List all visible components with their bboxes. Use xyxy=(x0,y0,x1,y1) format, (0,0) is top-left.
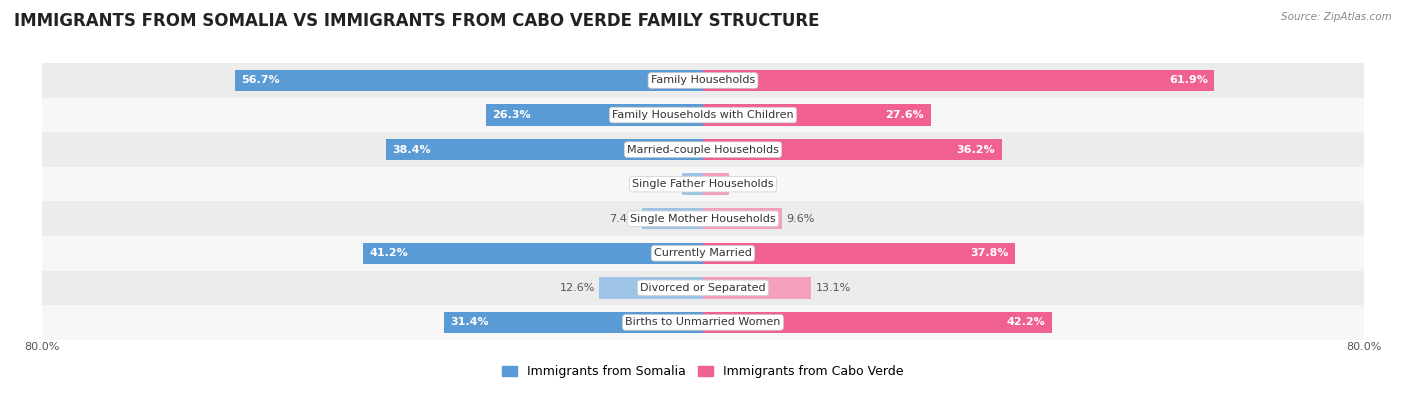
Bar xyxy=(363,243,703,264)
Bar xyxy=(485,104,703,126)
Bar xyxy=(42,236,1364,271)
Text: Source: ZipAtlas.com: Source: ZipAtlas.com xyxy=(1281,12,1392,22)
Text: 61.9%: 61.9% xyxy=(1168,75,1208,85)
Bar xyxy=(682,173,703,195)
Bar xyxy=(703,70,1215,91)
Bar xyxy=(42,271,1364,305)
Text: 9.6%: 9.6% xyxy=(786,214,815,224)
Text: Births to Unmarried Women: Births to Unmarried Women xyxy=(626,318,780,327)
Text: Family Households with Children: Family Households with Children xyxy=(612,110,794,120)
Text: 38.4%: 38.4% xyxy=(392,145,432,154)
Text: 37.8%: 37.8% xyxy=(970,248,1008,258)
Text: Family Households: Family Households xyxy=(651,75,755,85)
Text: Currently Married: Currently Married xyxy=(654,248,752,258)
Text: 27.6%: 27.6% xyxy=(886,110,924,120)
Text: Married-couple Households: Married-couple Households xyxy=(627,145,779,154)
Bar xyxy=(703,139,1002,160)
Text: 3.1%: 3.1% xyxy=(733,179,761,189)
Text: 13.1%: 13.1% xyxy=(815,283,851,293)
Text: 36.2%: 36.2% xyxy=(957,145,995,154)
Bar xyxy=(703,312,1052,333)
Bar xyxy=(599,277,703,299)
Text: Single Father Households: Single Father Households xyxy=(633,179,773,189)
Text: 2.5%: 2.5% xyxy=(650,179,678,189)
Bar xyxy=(42,201,1364,236)
Text: 7.4%: 7.4% xyxy=(609,214,638,224)
Text: 12.6%: 12.6% xyxy=(560,283,595,293)
Bar xyxy=(703,243,1015,264)
Bar xyxy=(42,63,1364,98)
Text: IMMIGRANTS FROM SOMALIA VS IMMIGRANTS FROM CABO VERDE FAMILY STRUCTURE: IMMIGRANTS FROM SOMALIA VS IMMIGRANTS FR… xyxy=(14,12,820,30)
Text: 56.7%: 56.7% xyxy=(242,75,280,85)
Text: Divorced or Separated: Divorced or Separated xyxy=(640,283,766,293)
Bar xyxy=(42,98,1364,132)
Bar xyxy=(235,70,703,91)
Bar xyxy=(703,277,811,299)
Text: 41.2%: 41.2% xyxy=(370,248,408,258)
Bar xyxy=(703,208,782,229)
Text: 26.3%: 26.3% xyxy=(492,110,531,120)
Bar xyxy=(42,167,1364,201)
Bar xyxy=(444,312,703,333)
Bar xyxy=(42,305,1364,340)
Legend: Immigrants from Somalia, Immigrants from Cabo Verde: Immigrants from Somalia, Immigrants from… xyxy=(498,360,908,383)
Bar xyxy=(703,104,931,126)
Bar xyxy=(42,132,1364,167)
Bar xyxy=(643,208,703,229)
Text: 42.2%: 42.2% xyxy=(1007,318,1045,327)
Text: 31.4%: 31.4% xyxy=(450,318,489,327)
Bar xyxy=(385,139,703,160)
Text: Single Mother Households: Single Mother Households xyxy=(630,214,776,224)
Bar xyxy=(703,173,728,195)
